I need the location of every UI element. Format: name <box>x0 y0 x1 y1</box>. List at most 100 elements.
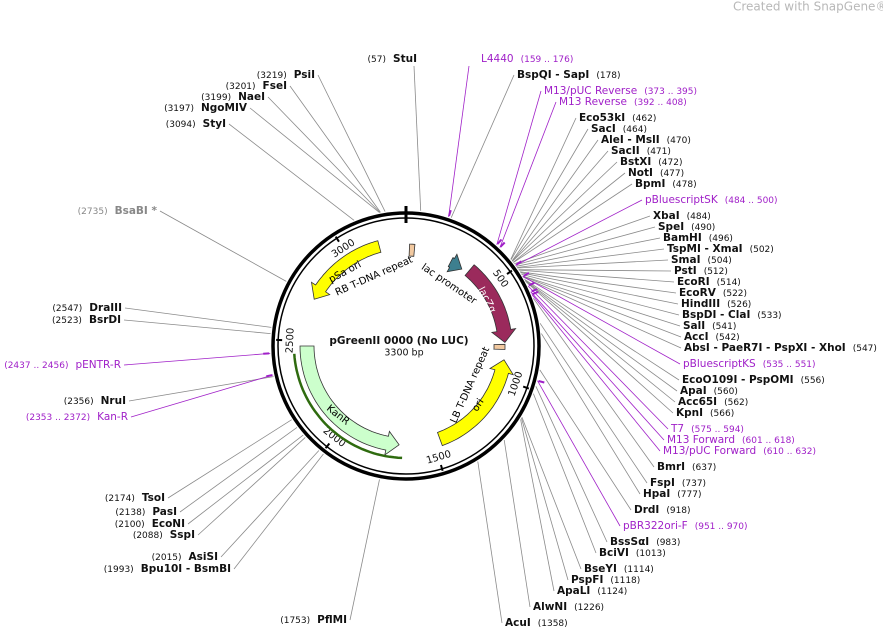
label-position: (472) <box>658 158 682 168</box>
label-position: (556) <box>801 376 825 386</box>
label-name: PsiI <box>294 69 315 81</box>
label-position: (2088) <box>133 531 163 541</box>
label-position: (3094) <box>166 120 196 130</box>
leader-line <box>448 65 470 217</box>
label-name: Kan-R <box>97 411 128 423</box>
label-name: M13 Reverse <box>559 96 627 108</box>
label-name: XbaI <box>653 210 680 222</box>
site-label: (2138) PasI <box>115 506 177 518</box>
label-position: (1993) <box>104 565 134 575</box>
primer-label: pBluescriptKS (535 .. 551) <box>683 358 816 370</box>
feature-arrow <box>299 345 400 456</box>
leader-line <box>531 294 661 452</box>
leader-line <box>503 439 531 608</box>
leader-line <box>521 416 582 570</box>
label-name: pBluescriptKS <box>683 358 756 370</box>
label-name: Bpu10I - BsmBI <box>141 563 231 575</box>
primer-site <box>266 374 273 378</box>
leader-line <box>520 419 555 592</box>
label-position: (637) <box>692 463 716 473</box>
leader-line <box>512 161 618 262</box>
label-position: (526) <box>727 300 751 310</box>
site-label: (3219) PsiI <box>257 69 315 81</box>
leader-line <box>128 376 274 402</box>
leader-line <box>477 461 503 624</box>
label-name: BciVI <box>599 547 629 559</box>
leader-line <box>518 269 675 283</box>
site-label: EcoRV (522) <box>679 287 747 299</box>
label-position: (504) <box>708 256 732 266</box>
label-position: (737) <box>682 479 706 489</box>
leader-line <box>317 74 386 212</box>
leader-line <box>522 275 682 338</box>
label-position: (477) <box>660 169 684 179</box>
ring-tick-label: 1000 <box>507 370 526 398</box>
label-position: (484 .. 500) <box>725 196 778 206</box>
label-position: (2174) <box>105 494 135 504</box>
label-position: (918) <box>666 506 690 516</box>
ring-tick <box>522 385 530 390</box>
map-length: 3300 bp <box>384 348 423 359</box>
site-label: SalI (541) <box>683 320 736 332</box>
site-label: Eco53kI (462) <box>579 112 656 124</box>
label-position: (373 .. 395) <box>644 87 697 97</box>
label-name: FseI <box>263 80 287 92</box>
label-position: (464) <box>623 125 647 135</box>
label-position: (560) <box>714 387 738 397</box>
leader-line <box>130 374 274 418</box>
label-position: (562) <box>724 398 748 408</box>
label-name: BpmI <box>635 178 665 190</box>
leader-line <box>513 183 633 263</box>
label-name: TsoI <box>142 492 165 504</box>
label-position: (2015) <box>152 553 182 563</box>
site-label: TspMI - XmaI (502) <box>667 243 774 255</box>
label-name: StuI <box>393 53 417 65</box>
label-name: AbsI - PaeR7I - PspXI - XhoI <box>684 342 846 354</box>
leader-line <box>522 276 681 365</box>
leader-line <box>518 269 672 272</box>
label-position: (512) <box>704 267 728 277</box>
label-position: (522) <box>723 289 747 299</box>
site-label: SpeI (490) <box>658 221 715 233</box>
label-name: BssSαI <box>610 536 649 548</box>
label-name: EcoRV <box>679 287 717 299</box>
label-position: (777) <box>677 490 701 500</box>
site-label: (2100) EcoNI <box>115 518 185 530</box>
watermark: Created with SnapGene® <box>733 0 883 14</box>
leader-line <box>510 117 577 260</box>
leader-line <box>267 96 381 213</box>
primer-site <box>523 272 530 277</box>
leader-line <box>413 65 422 211</box>
leader-line <box>527 285 669 430</box>
feature-arrow <box>493 343 506 350</box>
label-name: KpnI <box>676 407 703 419</box>
feature-arrow <box>446 253 463 273</box>
label-name: AccI <box>684 331 708 343</box>
label-position: (2547) <box>52 304 82 314</box>
ring-tick <box>324 442 331 449</box>
label-name: EcoO109I - PspOMI <box>682 374 794 386</box>
leader-line <box>521 273 680 316</box>
label-name: AleI - MslI <box>601 134 660 146</box>
label-name: M13/pUC Reverse <box>544 85 637 97</box>
label-name: pBR322ori-F <box>623 520 688 532</box>
leader-line <box>510 128 589 260</box>
label-name: PspFI <box>571 574 603 586</box>
label-position: (1358) <box>538 619 568 629</box>
leader-line <box>167 419 292 499</box>
label-position: (610 .. 632) <box>763 447 816 457</box>
label-name: BsrDI <box>89 314 121 326</box>
primer-site <box>538 380 545 384</box>
leader-line <box>533 298 655 468</box>
label-name: HindIII <box>681 298 720 310</box>
primer-label: L4440 (159 .. 176) <box>481 53 573 65</box>
label-position: (3197) <box>164 104 194 114</box>
label-position: (535 .. 551) <box>763 360 816 370</box>
site-label: (1993) Bpu10I - BsmBI <box>104 563 231 575</box>
label-position: (542) <box>715 333 739 343</box>
site-label: (2547) DraIII <box>52 302 122 314</box>
site-label: (2088) SspI <box>133 529 195 541</box>
site-label: DrdI (918) <box>634 504 691 516</box>
leader-line <box>514 215 651 265</box>
leader-line <box>522 275 681 327</box>
